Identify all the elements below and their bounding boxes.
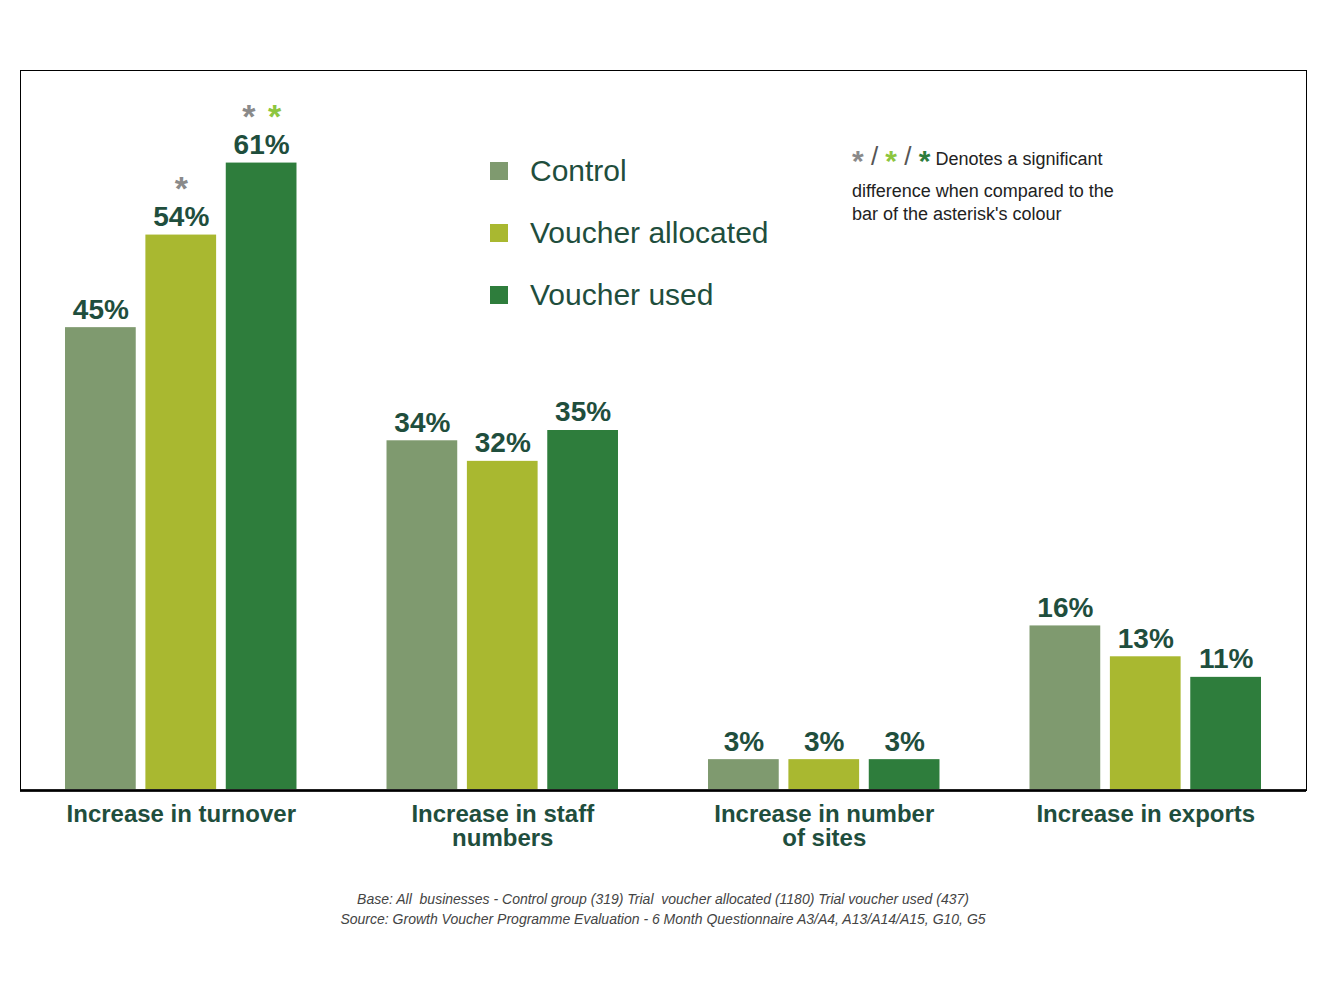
svg-text:Increase in numberof sites: Increase in numberof sites [714, 800, 934, 851]
svg-text:45%: 45% [73, 294, 129, 325]
html-text:*/*/*Denotes a significant dif: */*/*Denotes a significant difference wh… [852, 141, 1114, 225]
html-text:Base: All businesses - Control: Base: All businesses - Control group (31… [357, 891, 969, 907]
svg-text:*: * [242, 97, 256, 135]
svg-text:*: * [175, 169, 189, 207]
svg-text:61%: 61% [233, 129, 290, 160]
svg-text:13%: 13% [1118, 623, 1174, 654]
svg-text:Increase in turnover: Increase in turnover [67, 800, 296, 827]
svg-text:3%: 3% [884, 726, 925, 757]
svg-text:54%: 54% [153, 201, 210, 232]
svg-text:3%: 3% [804, 726, 845, 757]
svg-text:32%: 32% [475, 427, 531, 458]
html-text:Voucher allocated: Voucher allocated [530, 216, 769, 249]
svg-text:34%: 34% [394, 407, 450, 438]
html-text:Source: Growth Voucher Program: Source: Growth Voucher Programme Evaluat… [340, 910, 986, 927]
svg-text:*: * [268, 97, 282, 135]
svg-text:3%: 3% [724, 726, 765, 757]
html-text:Control: Control [530, 154, 627, 187]
svg-text:Increase in staffnumbers: Increase in staffnumbers [411, 800, 595, 851]
html-text:Voucher used: Voucher used [530, 278, 714, 311]
svg-text:35%: 35% [555, 396, 611, 427]
svg-text:Increase in exports: Increase in exports [1036, 800, 1255, 827]
svg-text:11%: 11% [1199, 643, 1254, 674]
svg-text:16%: 16% [1037, 592, 1093, 623]
